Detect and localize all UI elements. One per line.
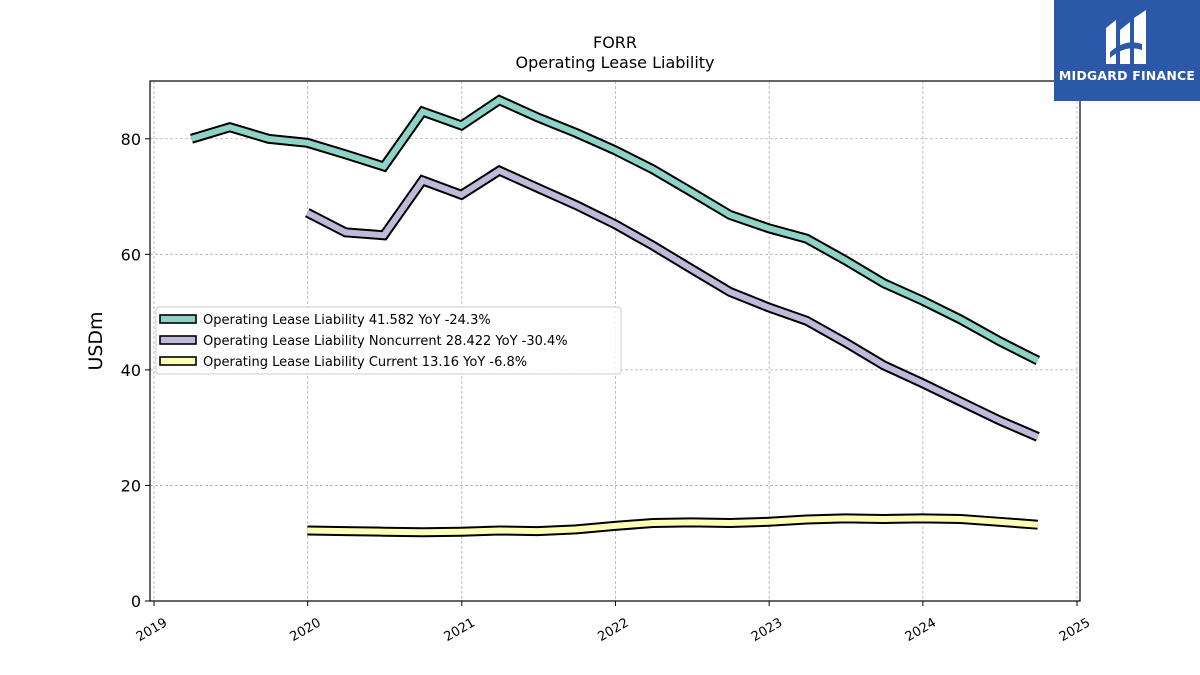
- brand-name: MIDGARD FINANCE: [1058, 68, 1196, 83]
- y-tick-label: 40: [121, 361, 141, 380]
- legend-swatch: [159, 356, 197, 366]
- legend-label: Operating Lease Liability Noncurrent 28.…: [203, 334, 568, 349]
- x-tick-label: 2020: [288, 615, 324, 645]
- legend-label: Operating Lease Liability Current 13.16 …: [203, 355, 527, 370]
- x-tick-label: 2019: [134, 615, 170, 645]
- legend-swatch: [159, 314, 197, 324]
- series-2: [305, 164, 1040, 442]
- legend-label: Operating Lease Liability 41.582 YoY -24…: [203, 313, 491, 328]
- legend: Operating Lease Liability 41.582 YoY -24…: [155, 306, 622, 375]
- x-tick-label: 2024: [903, 615, 939, 645]
- series-3: [307, 513, 1039, 538]
- midgard-logo-icon: [1106, 10, 1146, 64]
- legend-box: [155, 306, 622, 375]
- legend-swatch: [159, 335, 197, 345]
- x-tick-label: 2022: [595, 615, 631, 645]
- x-tick-label: 2023: [749, 615, 785, 645]
- y-tick-label: 20: [121, 476, 141, 495]
- y-axis-label: USDm: [85, 311, 107, 370]
- series-lines: [190, 94, 1041, 538]
- brand-logo: MIDGARD FINANCE: [1054, 0, 1200, 101]
- plot-frame: [149, 80, 1081, 602]
- x-tick-label: 2021: [442, 615, 478, 645]
- chart-title: FORR: [593, 33, 637, 52]
- y-tick-label: 80: [121, 130, 141, 149]
- chart-subtitle: Operating Lease Liability: [515, 53, 714, 72]
- series-line: [307, 515, 1039, 536]
- series-1: [190, 94, 1041, 366]
- y-tick-label: 0: [131, 592, 141, 611]
- y-tick-label: 60: [121, 245, 141, 264]
- series-line: [190, 96, 1040, 364]
- series-line: [305, 167, 1039, 440]
- x-tick-label: 2025: [1057, 615, 1093, 645]
